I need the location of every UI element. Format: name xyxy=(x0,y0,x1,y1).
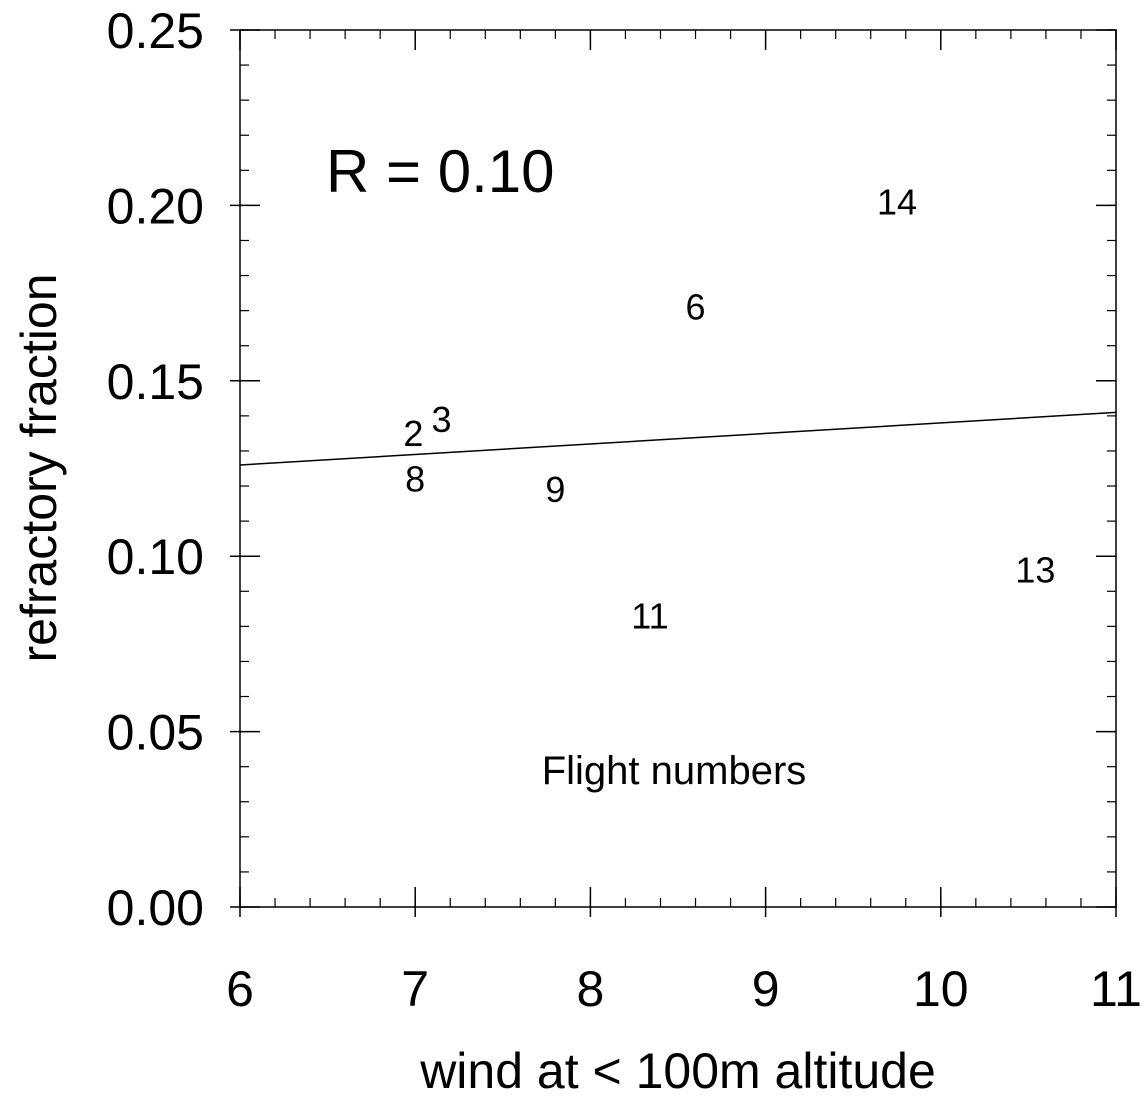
x-tick-label: 7 xyxy=(401,961,429,1017)
axis-ticks xyxy=(230,29,1117,917)
r-value-annotation: R = 0.10 xyxy=(326,138,555,205)
data-point-13: 13 xyxy=(1015,550,1055,591)
y-tick-label: 0.25 xyxy=(107,3,204,59)
x-tick-label: 11 xyxy=(1090,961,1142,1017)
y-tick-label: 0.10 xyxy=(107,529,204,585)
y-tick-label: 0.15 xyxy=(107,354,204,410)
y-tick-label: 0.00 xyxy=(107,880,204,936)
data-point-14: 14 xyxy=(877,181,917,222)
y-axis-title: refractory fraction xyxy=(11,273,67,662)
data-point-9: 9 xyxy=(545,469,565,510)
x-axis-title: wind at < 100m altitude xyxy=(419,1043,936,1098)
data-point-11: 11 xyxy=(631,595,668,636)
x-tick-label: 9 xyxy=(752,961,780,1017)
data-point-labels: 2 38 9 6 11 14 13 xyxy=(403,181,1055,636)
flight-numbers-annotation: Flight numbers xyxy=(542,749,807,793)
x-tick-label: 8 xyxy=(576,961,604,1017)
axis-tick-labels: 6 7 8 9 10 11 0.00 0.05 0.10 0.15 0.20 0.25 xyxy=(107,3,1142,1017)
regression-line xyxy=(239,411,1117,466)
y-tick-label: 0.05 xyxy=(107,705,204,761)
data-point-2: 2 xyxy=(403,413,423,454)
data-point-6: 6 xyxy=(686,287,706,328)
y-tick-label: 0.20 xyxy=(107,178,204,234)
data-point-8: 8 xyxy=(405,459,425,500)
data-point-3: 3 xyxy=(431,399,451,440)
x-tick-label: 10 xyxy=(913,961,969,1017)
plot-frame xyxy=(239,29,1117,908)
x-tick-label: 6 xyxy=(226,961,254,1017)
